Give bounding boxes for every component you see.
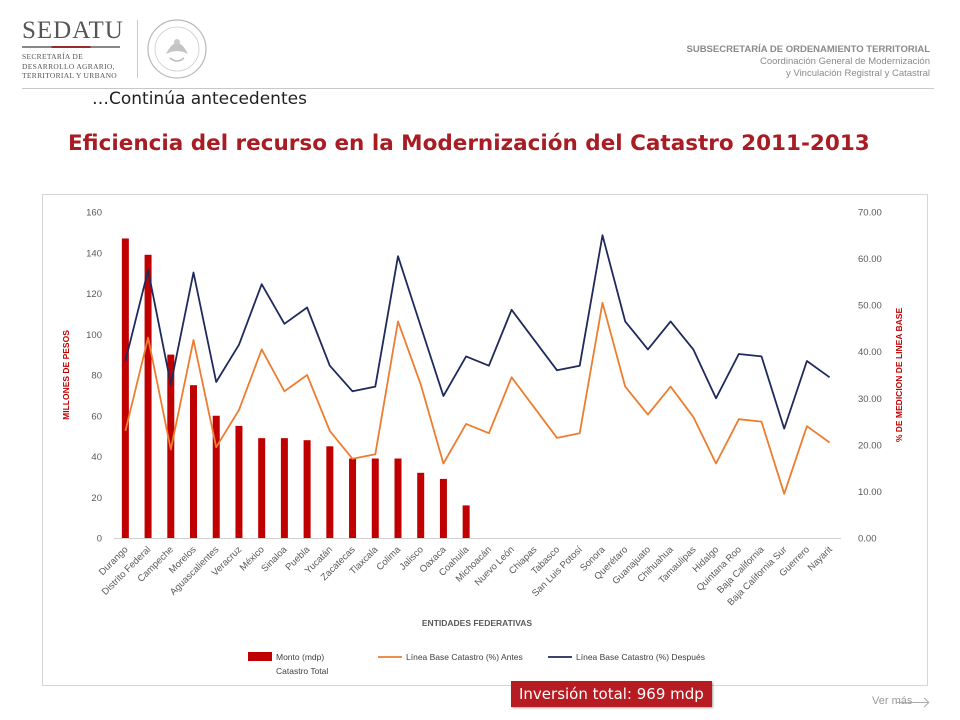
subsecretaria-label: SUBSECRETARÍA DE ORDENAMIENTO TERRITORIA… <box>686 44 931 55</box>
logo-rule <box>22 46 120 48</box>
inversion-total-badge: Inversión total: 969 mdp <box>511 681 712 707</box>
legend-label-line: Línea Base Catastro (%) Después <box>576 652 705 662</box>
ver-mas-link[interactable]: Ver más <box>872 695 913 707</box>
bar <box>121 238 129 539</box>
bar <box>280 438 288 538</box>
legend-label-line: Línea Base Catastro (%) Antes <box>406 652 523 662</box>
y-left-tick-label: 20 <box>91 493 102 504</box>
continua-heading: …Continúa antecedentes <box>92 89 307 109</box>
logo-separator <box>137 20 138 78</box>
bar <box>144 254 152 538</box>
legend-swatch-bar <box>248 652 272 661</box>
legend-label-bar-2: Catastro Total <box>276 666 328 676</box>
series-line <box>124 234 831 430</box>
y-right-tick-label: 10.00 <box>858 487 882 498</box>
y-right-tick-label: 0.00 <box>858 534 877 545</box>
chart-container: 0 20 40 60 80 100 120 140 160 0.00 10.00 20.00 30.00… <box>42 194 928 686</box>
y-left-tick-label: 120 <box>86 289 102 300</box>
legend-label-bar: Monto (mdp) <box>276 652 324 662</box>
x-tick-label: Nayarit <box>806 544 835 573</box>
page-title: Eficiencia del recurso en la Modernizaci… <box>68 131 870 156</box>
y-right-tick-label: 40.00 <box>858 347 882 358</box>
bar <box>394 458 402 538</box>
arrow-right-icon[interactable] <box>896 702 928 703</box>
x-axis-title: ENTIDADES FEDERATIVAS <box>422 618 533 628</box>
y-left-tick-label: 60 <box>91 411 102 422</box>
logo-subtitle-1: SECRETARÍA DE <box>22 52 84 61</box>
y-left-tick-label: 140 <box>86 248 102 259</box>
x-tick-label: Colima <box>374 544 403 573</box>
sedatu-logo: SEDATU SECRETARÍA DE DESARROLLO AGRARIO,… <box>22 18 132 81</box>
bar <box>371 458 379 538</box>
coordinacion-line-1: Coordinación General de Modernización <box>759 56 930 67</box>
y-right-tick-label: 70.00 <box>858 208 882 219</box>
logo-name: SEDATU <box>22 17 124 44</box>
bar <box>326 446 334 538</box>
logo-subtitle-3: TERRITORIAL Y URBANO <box>22 71 118 80</box>
y-right-tick-label: 20.00 <box>858 440 882 451</box>
bar <box>235 425 243 538</box>
y-left-tick-label: 0 <box>97 534 102 545</box>
coordinacion-line-2: y Vinculación Registral y Catastral <box>786 68 930 79</box>
subsecretaria-block: SUBSECRETARÍA DE ORDENAMIENTO TERRITORIA… <box>687 44 931 80</box>
x-tick-label: Sinaloa <box>259 544 290 575</box>
bar <box>349 458 357 538</box>
y-right-tick-label: 50.00 <box>858 301 882 312</box>
bar <box>258 438 266 538</box>
bar <box>439 478 447 538</box>
bar <box>417 472 425 538</box>
y-left-axis-title: MILLONES DE PESOS <box>61 330 71 420</box>
logo-subtitle-2: DESARROLLO AGRARIO, <box>22 61 115 71</box>
bar <box>212 415 220 538</box>
y-right-axis-title: % DE MEDICION DE LINEA BASE <box>894 308 904 443</box>
bar <box>303 440 311 538</box>
y-left-tick-label: 40 <box>91 452 102 463</box>
efficiency-chart: 0 20 40 60 80 100 120 140 160 0.00 10.00 20.00 30.00… <box>61 208 904 677</box>
y-left-tick-label: 100 <box>86 330 102 341</box>
bar <box>190 385 198 538</box>
y-right-tick-label: 30.00 <box>858 394 882 405</box>
y-left-tick-label: 160 <box>86 208 102 219</box>
y-right-tick-label: 60.00 <box>858 254 882 265</box>
y-left-tick-label: 80 <box>91 371 102 382</box>
bar <box>462 505 470 538</box>
series-line <box>124 301 831 495</box>
seal-icon <box>147 19 207 79</box>
header-divider <box>22 88 934 89</box>
